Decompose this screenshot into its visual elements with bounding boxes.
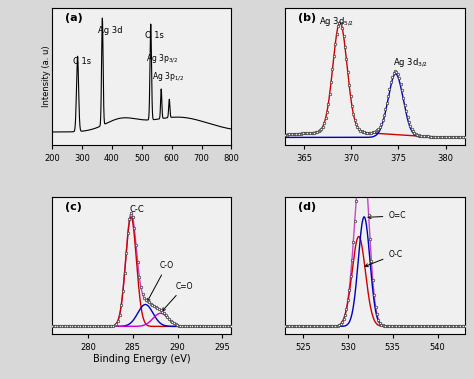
Text: (c): (c)	[64, 202, 82, 212]
Text: (d): (d)	[298, 202, 316, 212]
Text: C-C: C-C	[129, 205, 144, 214]
X-axis label: Binding Energy (eV): Binding Energy (eV)	[93, 354, 191, 364]
Text: (a): (a)	[64, 13, 82, 23]
Text: (b): (b)	[298, 13, 316, 23]
Y-axis label: Intensity (a. u): Intensity (a. u)	[42, 45, 51, 107]
Text: Ag 3d$_{3/2}$: Ag 3d$_{3/2}$	[393, 56, 428, 69]
Text: Ag 3d: Ag 3d	[99, 26, 123, 35]
Text: O 1s: O 1s	[145, 31, 164, 41]
Text: O-C: O-C	[365, 250, 402, 267]
Text: Ag 3p$_{3/2}$: Ag 3p$_{3/2}$	[146, 52, 178, 65]
Text: O=C: O=C	[368, 211, 406, 221]
Text: C-O: C-O	[147, 261, 174, 302]
Text: C=O: C=O	[162, 282, 193, 311]
Text: C 1s: C 1s	[73, 56, 91, 66]
Text: Ag 3p$_{1/2}$: Ag 3p$_{1/2}$	[152, 70, 184, 83]
Text: Ag 3d$_{5/2}$: Ag 3d$_{5/2}$	[319, 15, 355, 28]
